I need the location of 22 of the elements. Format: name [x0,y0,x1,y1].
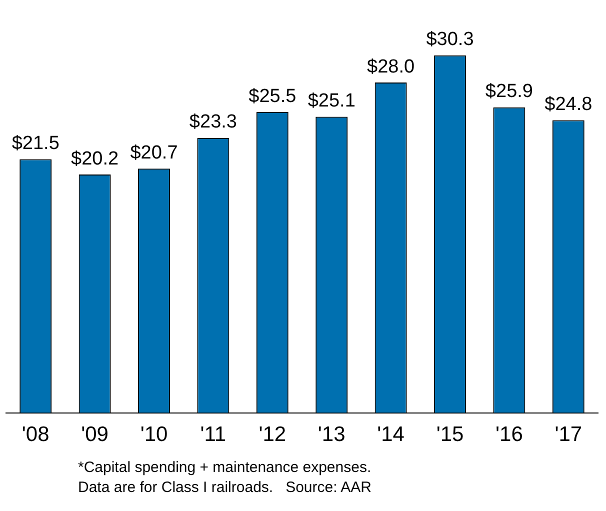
x-tick-label: '10 [140,423,168,446]
data-label: $20.7 [130,142,178,164]
x-tick-label: '08 [22,423,50,446]
data-label: $30.3 [426,29,474,50]
data-label: $28.0 [367,56,415,78]
x-tick-label: '17 [554,423,582,446]
x-tick-label: '16 [496,423,523,446]
data-label: $20.2 [71,148,119,170]
x-tick-label: '14 [377,423,405,446]
x-tick-label: '11 [200,423,226,446]
data-label: $25.1 [308,90,356,112]
data-label: $23.3 [189,112,237,133]
data-label: $21.5 [12,132,60,154]
text: *Capital spending + maintenance expenses. [78,459,372,476]
x-tick-label: '13 [318,423,346,446]
x-tick-label: '15 [436,423,464,446]
x-tick-label: '12 [258,423,286,446]
data-label: $24.8 [544,94,592,116]
data-label: $25.9 [485,81,533,102]
x-tick-label: '09 [81,423,108,446]
text: Data are for Class I railroads. Source: AAR [78,479,372,496]
data-label: $25.5 [248,86,296,107]
